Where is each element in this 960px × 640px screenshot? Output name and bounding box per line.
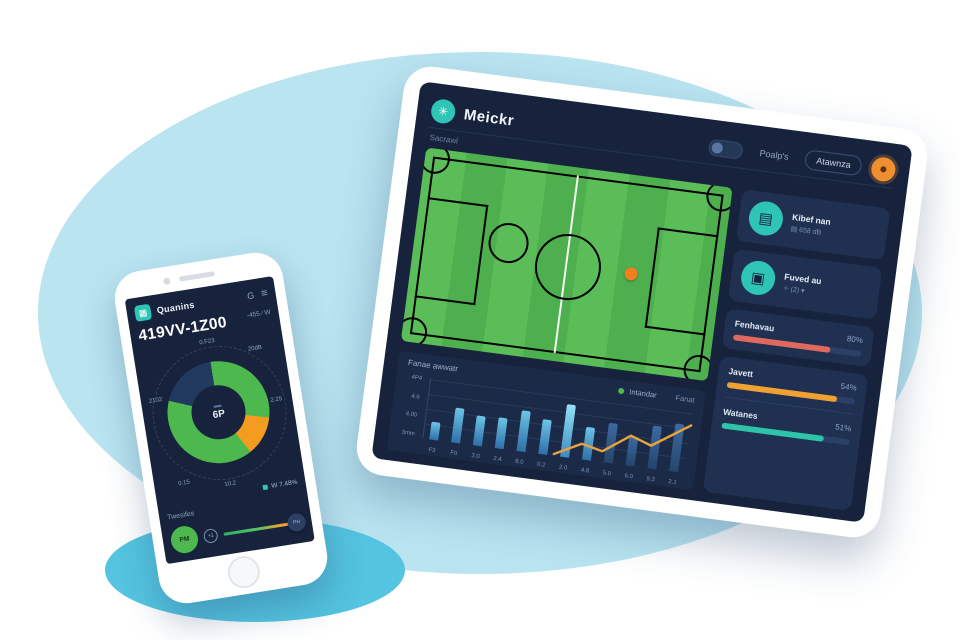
y-tick-label: 4P4 (411, 374, 423, 382)
trend-polyline (554, 408, 691, 471)
stat-card[interactable]: ▤ Kibef nan ▤ 658 dB (735, 189, 891, 261)
x-tick-label: 2.0 (558, 464, 568, 472)
x-tick-label: 9.3 (646, 476, 656, 484)
y-tick-label: 4.6 (410, 393, 421, 401)
search-icon[interactable]: G (246, 290, 255, 302)
stat-card-text: Kibef nan ▤ 658 dB (790, 211, 831, 237)
progress-label: Fenhavau (734, 318, 775, 334)
tablet-main: Fanae awwatr Intandar Fanat 4P4 4.6 4.00 3m… (386, 147, 891, 512)
x-tick-label: 4.8 (580, 467, 590, 475)
chart-y-axis: 4P4 4.6 4.00 3mm (395, 373, 423, 438)
donut-tick-label: 20dB (247, 344, 263, 353)
x-tick-label: 8.0 (514, 458, 524, 466)
menu-icon[interactable]: ≡ (260, 287, 269, 301)
toggle-knob[interactable] (711, 141, 724, 154)
donut-tick-label: 10.2 (224, 480, 237, 489)
chart-legend: Intandar Fanat (618, 386, 695, 405)
caption-text: W 7.48% (270, 478, 298, 490)
progress-label: Javett (727, 365, 754, 380)
progress-card: Javett 54% Watanes 51% (702, 355, 869, 512)
legend-right-label: Fanat (674, 393, 696, 405)
donut-tick-label: 0.F23 (198, 337, 216, 347)
progress-value: 51% (834, 422, 852, 434)
stat-card-sub: ▤ 658 dB (790, 225, 822, 237)
x-tick-label: 5.0 (602, 470, 612, 478)
stat-card-sub: ✧ (2) ▾ (782, 284, 805, 295)
progress-value: 80% (846, 334, 864, 346)
slider-track-wrap[interactable]: PH (222, 511, 307, 543)
y-tick-label: 4.00 (405, 411, 418, 419)
stat-card-label: Fuved au (783, 270, 823, 286)
toggle-switch[interactable] (707, 137, 744, 160)
progress-value: 54% (840, 381, 858, 393)
x-tick-label: F0 (449, 450, 458, 458)
document-icon: ▤ (746, 199, 785, 238)
stat-card[interactable]: ▣ Fuved au ✧ (2) ▾ (727, 248, 883, 320)
app-logo-icon: ✳ (429, 97, 457, 125)
x-tick-label: F3 (427, 447, 436, 455)
caption-square-icon (262, 484, 268, 491)
chart-title: Fanae awwatr (407, 358, 459, 374)
x-tick-label: 0.2 (536, 461, 546, 469)
tablet-sidebar: ▤ Kibef nan ▤ 658 dB ▣ Fuved au ✧ (2) ▾ (702, 189, 891, 512)
y-tick-label: 3mm (401, 429, 416, 438)
delta-value: -455 ⁄ W (246, 308, 272, 320)
field-penalty-box-right (644, 227, 719, 336)
home-button[interactable] (225, 553, 263, 591)
stat-card-text: Fuved au ✧ (2) ▾ (782, 271, 822, 297)
donut-center-dash (213, 404, 222, 408)
donut-chart[interactable]: 6P 0.F23 20dB 2.25 10.2 0.15 2102 (140, 327, 297, 498)
user-avatar[interactable] (869, 155, 897, 183)
soccer-field[interactable] (400, 147, 733, 382)
x-tick-label: 6.0 (624, 473, 634, 481)
tablet-screen: ✳ Meickr Poalp's Atawnza Sacrawl (371, 81, 913, 523)
bar-chart-panel: Fanae awwatr Intandar Fanat 4P4 4.6 4.00 3m… (386, 350, 706, 491)
donut-tick-label: 0.15 (177, 479, 191, 488)
slider-handle-start[interactable]: +1 (202, 527, 219, 544)
fab-button[interactable]: PM (169, 524, 200, 556)
phone-app-title: Quanins (156, 299, 196, 316)
legend-dot-icon (618, 387, 625, 394)
slider-knob[interactable]: PH (286, 511, 307, 533)
tablet-left-column: Fanae awwatr Intandar Fanat 4P4 4.6 4.00 3m… (386, 147, 733, 491)
camera-dot (162, 277, 171, 286)
x-tick-label: 2.4 (492, 455, 502, 463)
phone-header-actions: G ≡ (246, 287, 268, 302)
trend-line (422, 379, 692, 473)
speaker-slot (178, 271, 216, 282)
donut-center-value: 6P (211, 407, 226, 421)
save-icon: ▣ (738, 258, 778, 298)
app-title: Meickr (462, 105, 516, 130)
tablet-device: ✳ Meickr Poalp's Atawnza Sacrawl (353, 63, 931, 541)
ghost-button[interactable]: Poalp's (759, 148, 790, 162)
progress-label: Watanes (722, 406, 759, 422)
legend-label: Intandar (628, 387, 658, 400)
x-tick-label: 2.1 (667, 478, 677, 487)
x-tick-label: 3.0 (471, 453, 481, 461)
outline-button[interactable]: Atawnza (804, 149, 863, 177)
phone-app-icon: ▦ (133, 303, 153, 322)
phone-screen: ▦ Quanins G ≡ 419VV-1Z00 -455 ⁄ W 6P 0.F… (124, 276, 315, 565)
